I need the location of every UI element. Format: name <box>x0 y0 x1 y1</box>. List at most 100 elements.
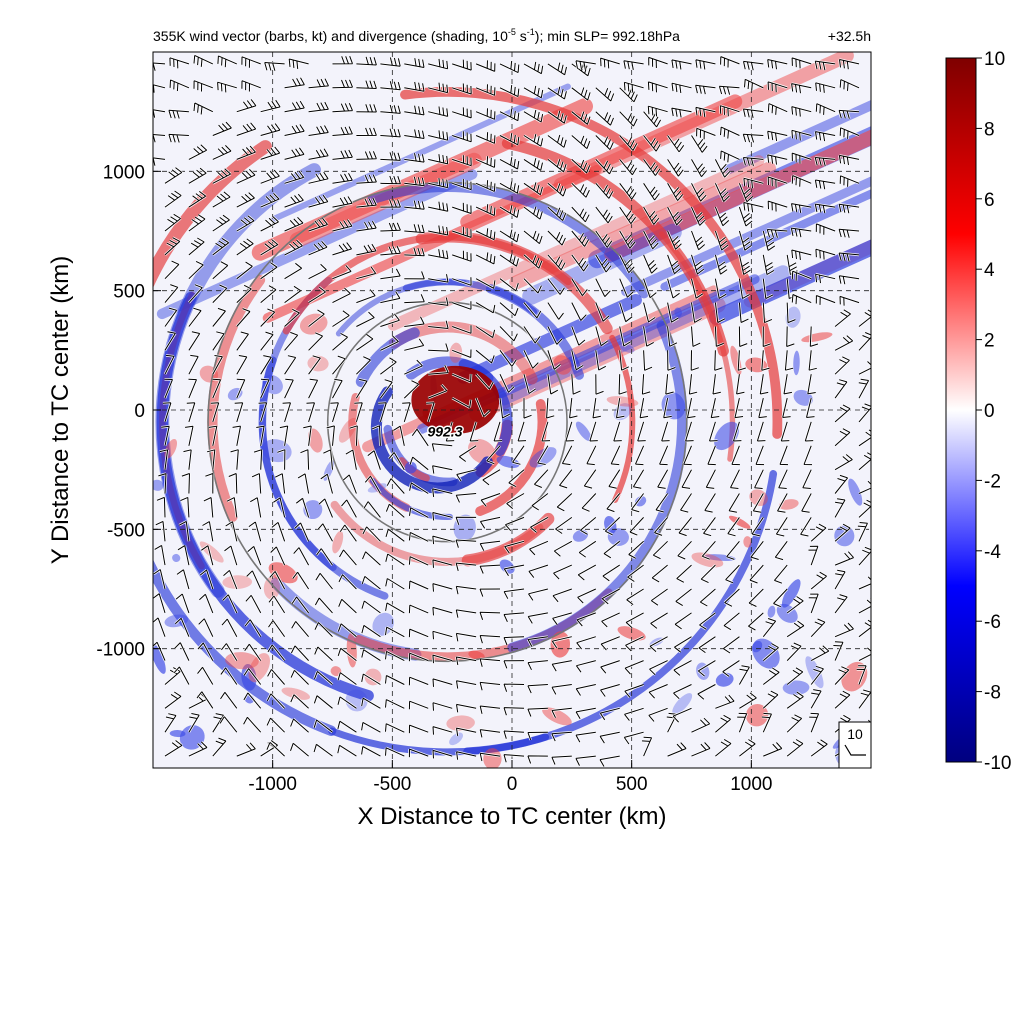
wind-barb <box>388 452 405 470</box>
wind-barb <box>284 170 305 184</box>
wind-barb <box>751 517 764 537</box>
wind-barb <box>595 159 614 175</box>
wind-barb <box>791 294 812 305</box>
wind-barb <box>575 684 596 696</box>
wind-barb <box>250 497 262 518</box>
wind-barb <box>547 302 564 320</box>
wind-barb <box>649 660 668 676</box>
wind-barb <box>308 171 329 184</box>
wind-barb <box>220 692 238 709</box>
wind-barb <box>722 660 740 677</box>
reference-barb <box>844 744 866 756</box>
wind-barb <box>508 469 525 488</box>
wind-barb <box>595 254 612 273</box>
wind-barb <box>212 168 231 184</box>
wind-barb <box>705 469 716 489</box>
shading-cell <box>172 553 181 563</box>
wind-barb <box>523 350 539 369</box>
wind-barb <box>547 350 561 370</box>
wind-barb <box>452 301 472 310</box>
wind-barb <box>809 712 820 733</box>
wind-barb <box>552 612 572 626</box>
wind-barb <box>715 714 731 733</box>
wind-barb <box>452 155 472 167</box>
wind-barb <box>619 159 637 176</box>
wind-barb <box>691 302 702 323</box>
wind-barb <box>380 175 401 185</box>
wind-barb <box>743 60 764 71</box>
wind-barb <box>308 378 319 399</box>
wind-barb <box>404 247 425 257</box>
wind-barb <box>527 636 548 647</box>
wind-barb <box>188 307 202 327</box>
wind-barb <box>428 365 449 375</box>
wind-barb <box>858 309 871 327</box>
wind-barb <box>667 326 678 347</box>
wind-barb <box>408 676 429 686</box>
wind-barb <box>294 522 310 542</box>
wind-barb <box>547 374 559 395</box>
wind-barb <box>858 378 870 399</box>
wind-barb <box>743 202 764 213</box>
wind-barb <box>643 111 662 128</box>
wind-barb <box>667 302 679 323</box>
wind-barb <box>432 583 453 592</box>
wind-barb <box>232 425 241 446</box>
wind-barb <box>428 154 449 165</box>
wind-barb <box>428 106 449 117</box>
wind-barb <box>766 229 788 238</box>
wind-barb <box>671 107 692 118</box>
wind-barb <box>404 153 425 163</box>
wind-barb <box>839 79 860 91</box>
wind-barb <box>505 516 525 532</box>
shading-cell <box>338 417 357 443</box>
wind-barb <box>503 564 525 577</box>
wind-barb <box>687 398 696 419</box>
wind-barb <box>700 564 716 584</box>
wind-barb <box>212 145 232 160</box>
wind-barb <box>332 242 352 256</box>
shading-spiral <box>507 320 688 653</box>
wind-barb <box>733 421 742 442</box>
wind-barb <box>761 350 770 371</box>
wind-barb <box>224 545 238 566</box>
wind-barb <box>168 109 189 119</box>
wind-barb <box>523 254 543 269</box>
wind-barb <box>699 588 716 607</box>
wind-barb <box>523 326 541 344</box>
wind-barb <box>212 121 232 136</box>
wind-barb <box>203 497 214 518</box>
reference-box <box>838 721 872 769</box>
wind-barb <box>175 593 190 614</box>
wind-barb <box>332 126 353 136</box>
wind-barb <box>551 755 572 765</box>
wind-barb <box>651 588 668 606</box>
wind-barb <box>671 59 692 70</box>
wind-barb <box>691 278 704 299</box>
wind-barb <box>603 540 621 559</box>
wind-barb <box>499 253 519 267</box>
wind-barb <box>268 595 286 614</box>
wind-barb <box>176 569 190 590</box>
wind-barb <box>428 343 449 352</box>
wind-barb <box>236 355 248 375</box>
wind-barb <box>667 254 681 275</box>
wind-barb <box>503 707 525 716</box>
wind-barb <box>725 564 740 584</box>
wind-barb <box>648 707 668 722</box>
wind-barb <box>786 667 804 685</box>
wind-barb <box>523 278 542 294</box>
wind-barb <box>667 350 676 371</box>
wind-barb <box>253 449 263 470</box>
shading-cell <box>404 461 417 474</box>
wind-barb <box>499 181 520 194</box>
wind-barb <box>592 398 601 419</box>
wind-barb <box>432 749 453 759</box>
wind-barb <box>648 56 668 69</box>
wind-barb <box>583 469 597 489</box>
wind-barb <box>759 374 769 395</box>
wind-barb <box>164 354 175 375</box>
wind-barb <box>738 278 750 299</box>
shading-spiral <box>153 140 272 289</box>
wind-barb <box>595 206 613 224</box>
